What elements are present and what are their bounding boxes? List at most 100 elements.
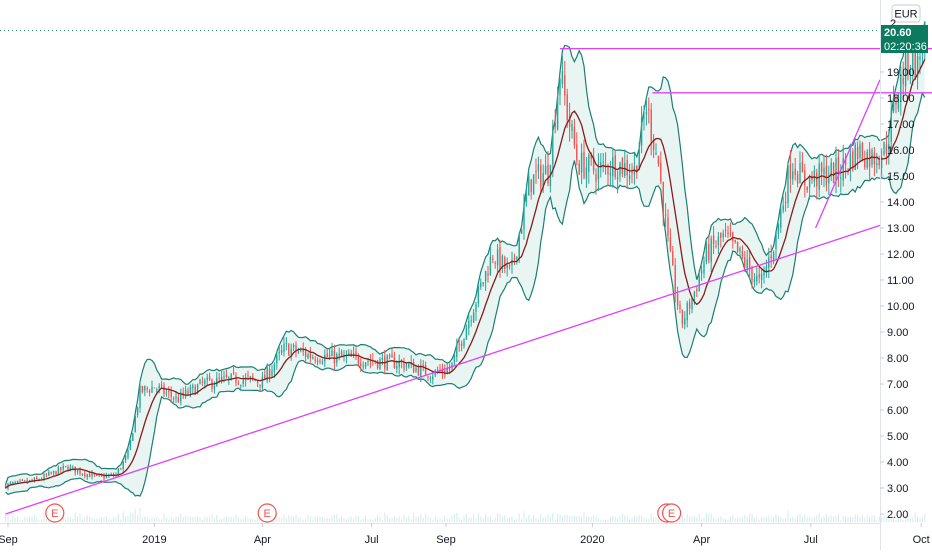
- candle-body: [484, 271, 487, 282]
- candle-body: [208, 376, 211, 381]
- candle-body: [648, 108, 650, 110]
- candle-body: [652, 138, 655, 151]
- candle-body: [180, 392, 182, 402]
- currency-label: EUR: [894, 9, 917, 21]
- candle-body: [576, 144, 578, 161]
- candle-body: [456, 345, 458, 357]
- candle-body: [146, 387, 148, 390]
- candle-body: [530, 179, 532, 192]
- candle-body: [722, 233, 724, 238]
- candle-body: [573, 127, 576, 146]
- candle-body: [86, 474, 88, 477]
- candle-body: [832, 163, 835, 184]
- earnings-event-marker[interactable]: E: [45, 503, 65, 523]
- candle-body: [808, 175, 811, 188]
- candle-body: [280, 350, 283, 353]
- candle-body: [708, 244, 710, 261]
- trendline[interactable]: [5, 224, 881, 515]
- candle-body: [136, 407, 139, 416]
- candle-body: [204, 380, 206, 384]
- candle-body: [578, 163, 580, 175]
- candle-body: [744, 257, 746, 267]
- price-tick-label: 9.00: [887, 327, 908, 339]
- candle-body: [4, 484, 7, 489]
- candle-body: [890, 110, 892, 142]
- candle-body: [285, 343, 288, 345]
- candle-body: [636, 165, 638, 173]
- candle-body: [544, 165, 547, 175]
- candle-body: [50, 472, 52, 474]
- price-tick-label: 11.00: [887, 275, 914, 287]
- candle-body: [247, 375, 249, 377]
- price-tick-label: 14.00: [887, 197, 915, 209]
- candle-body: [290, 348, 292, 355]
- candle-body: [300, 349, 302, 351]
- candle-body: [775, 230, 777, 249]
- candle-body: [717, 236, 720, 246]
- candle-body: [897, 97, 900, 109]
- last-price-badge-box: [881, 25, 928, 39]
- candle-body: [160, 384, 163, 386]
- time-axis[interactable]: Sep 2019 Apr Jul Sep 2020 Apr Jul Oct: [0, 523, 930, 546]
- candle-body: [45, 474, 48, 476]
- candle-body: [88, 473, 91, 478]
- candle-body: [499, 246, 501, 271]
- candle-body: [432, 376, 434, 380]
- candle-body: [151, 386, 153, 393]
- candle-body: [420, 365, 422, 378]
- candle-body: [43, 474, 45, 480]
- candle-body: [302, 349, 304, 352]
- candle-body: [446, 368, 448, 373]
- candle-body: [93, 473, 96, 475]
- candle-body: [451, 362, 453, 369]
- candle-body: [669, 237, 672, 251]
- candle-body: [732, 232, 734, 241]
- candle-body: [660, 162, 662, 182]
- candle-body: [552, 126, 554, 165]
- price-axis[interactable]: 2.00 3.00 4.00 5.00 6.00 7.00 8.00 9.00 10.00 11.…: [880, 0, 915, 550]
- candle-body: [607, 165, 609, 175]
- trendline[interactable]: [815, 79, 881, 229]
- candle-body: [835, 158, 837, 181]
- price-tick-label: 3.00: [887, 483, 908, 495]
- candle-body: [760, 274, 763, 280]
- candle-body: [710, 238, 712, 263]
- event-marker-circle: [661, 503, 682, 523]
- moving-average-line: [5, 59, 926, 489]
- earnings-event-marker[interactable]: E: [661, 503, 682, 523]
- candle-body: [638, 149, 640, 171]
- currency-badge[interactable]: EUR: [891, 4, 921, 23]
- candle-body: [52, 471, 55, 473]
- candle-body: [14, 482, 16, 484]
- candle-body: [9, 483, 12, 485]
- candle-body: [895, 101, 897, 105]
- moving-average-layer: [5, 59, 926, 489]
- candle-body: [705, 243, 708, 262]
- candle-body: [842, 158, 844, 181]
- candle-body: [700, 270, 703, 274]
- candle-body: [168, 391, 170, 393]
- candle-body: [686, 303, 688, 321]
- candle-body: [386, 355, 388, 371]
- candle-body: [540, 165, 542, 187]
- candle-body: [271, 370, 273, 376]
- candle-body: [124, 455, 127, 461]
- candle-body: [580, 152, 583, 173]
- candle-body: [57, 467, 60, 476]
- candle-body: [220, 377, 223, 381]
- event-markers-layer[interactable]: EEEE: [45, 503, 682, 523]
- candle-body: [266, 367, 268, 381]
- candle-body: [105, 475, 108, 478]
- candle-body: [844, 157, 847, 165]
- candle-body: [504, 257, 506, 269]
- candle-body: [866, 151, 868, 168]
- candle-body: [194, 386, 196, 395]
- candle-body: [36, 477, 38, 480]
- candle-body: [127, 450, 129, 457]
- earnings-event-marker[interactable]: E: [257, 503, 277, 523]
- candle-body: [206, 377, 208, 381]
- candle-body: [619, 162, 621, 177]
- candle-body: [811, 177, 813, 180]
